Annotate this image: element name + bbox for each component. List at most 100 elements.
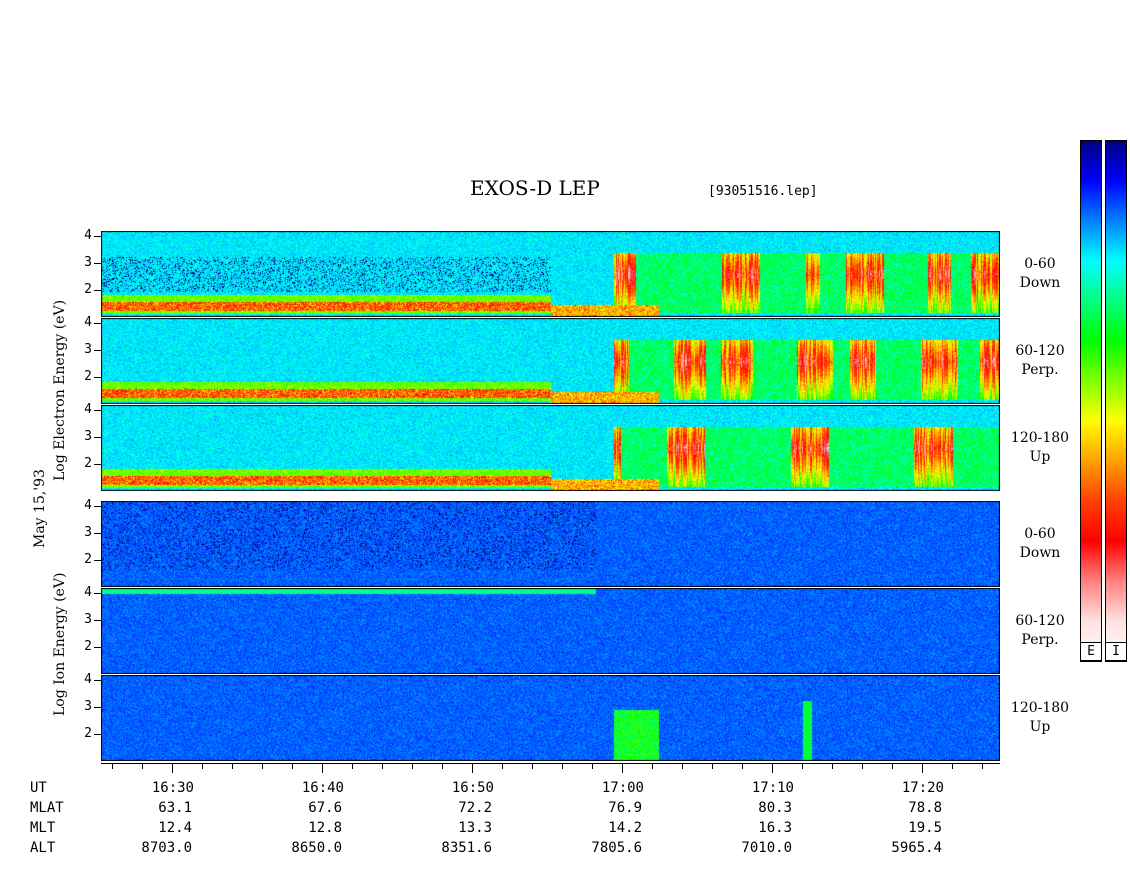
date-label: May 15,'93: [32, 469, 48, 548]
spectrogram-image: [101, 318, 1000, 404]
y-tick-mark: [94, 506, 101, 507]
y-tick-mark: [94, 707, 101, 708]
y-tick-mark: [94, 647, 101, 648]
y-tick-label: 4: [84, 585, 92, 600]
spectrogram-panel-electron-0: [101, 231, 1000, 317]
x-tick-mark: [742, 763, 743, 769]
y-tick-label: 4: [84, 228, 92, 243]
table-cell-mlt: 16.3: [758, 820, 792, 836]
table-cell-ut: 16:40: [301, 780, 344, 796]
x-major-tick: [622, 763, 623, 773]
x-tick-mark: [682, 763, 683, 769]
y-tick-label: 2: [84, 282, 92, 297]
spectrogram-panel-ion-4: [101, 588, 1000, 674]
spectrogram-image: [101, 405, 1000, 491]
x-major-tick: [322, 763, 323, 773]
pitch-angle-text: Up: [1029, 449, 1051, 465]
x-tick-mark: [292, 763, 293, 769]
chart-title: EXOS-D LEP: [470, 176, 600, 200]
y-tick-mark: [94, 437, 101, 438]
table-cell-mlat: 76.9: [608, 800, 642, 816]
y-tick-mark: [94, 290, 101, 291]
y-tick-mark: [94, 350, 101, 351]
x-tick-mark: [202, 763, 203, 769]
table-cell-ut: 16:50: [451, 780, 494, 796]
y-tick-mark: [94, 620, 101, 621]
pitch-angle-text: Up: [1029, 719, 1051, 735]
y-tick-mark: [94, 593, 101, 594]
pitch-angle-text: 60-120: [1015, 613, 1065, 629]
y-tick-label: 2: [84, 639, 92, 654]
table-cell-mlat: 67.6: [308, 800, 342, 816]
row-label-ut: UT: [30, 780, 47, 796]
table-cell-mlat: 80.3: [758, 800, 792, 816]
x-tick-mark: [112, 763, 113, 769]
y-tick-label: 3: [84, 342, 92, 357]
y-tick-mark: [94, 410, 101, 411]
row-label-alt: ALT: [30, 840, 56, 856]
x-tick-mark: [142, 763, 143, 769]
ion-colorbar: [1105, 140, 1127, 662]
pitch-angle-text: Down: [1019, 545, 1061, 561]
y-tick-label: 3: [84, 429, 92, 444]
spectrogram-panel-ion-5: [101, 675, 1000, 761]
pitch-angle-label: 0-60 Down: [1010, 255, 1070, 293]
file-label: [93051516.lep]: [708, 184, 818, 199]
pitch-angle-text: 120-180: [1010, 430, 1070, 446]
x-tick-mark: [712, 763, 713, 769]
pitch-angle-label: 120-180 Up: [1010, 699, 1070, 737]
electron-colorbar: [1080, 140, 1102, 662]
x-tick-mark: [862, 763, 863, 769]
x-tick-mark: [412, 763, 413, 769]
y-tick-mark: [94, 464, 101, 465]
table-cell-mlt: 13.3: [458, 820, 492, 836]
y-tick-label: 2: [84, 369, 92, 384]
x-major-tick: [772, 763, 773, 773]
table-cell-ut: 16:30: [151, 780, 194, 796]
row-label-mlt: MLT: [30, 820, 56, 836]
pitch-angle-label: 120-180 Up: [1010, 429, 1070, 467]
spectrogram-image: [101, 675, 1000, 761]
y-tick-label: 3: [84, 612, 92, 627]
x-axis-line: [101, 763, 1000, 764]
x-major-tick: [472, 763, 473, 773]
y-tick-label: 4: [84, 402, 92, 417]
x-tick-mark: [562, 763, 563, 769]
table-cell-alt: 8351.6: [441, 840, 492, 856]
x-major-tick: [922, 763, 923, 773]
table-cell-alt: 7010.0: [741, 840, 792, 856]
pitch-angle-text: 0-60: [1024, 526, 1056, 542]
spectrogram-image: [101, 501, 1000, 587]
table-cell-alt: 8703.0: [141, 840, 192, 856]
x-tick-mark: [802, 763, 803, 769]
table-cell-ut: 17:00: [601, 780, 644, 796]
table-cell-mlat: 78.8: [908, 800, 942, 816]
table-cell-alt: 5965.4: [891, 840, 942, 856]
pitch-angle-text: Down: [1019, 275, 1061, 291]
y-tick-label: 3: [84, 525, 92, 540]
x-tick-mark: [232, 763, 233, 769]
y-tick-label: 2: [84, 726, 92, 741]
x-tick-mark: [502, 763, 503, 769]
pitch-angle-text: Perp.: [1021, 632, 1059, 648]
ion-colorbar-label: I: [1105, 642, 1127, 661]
table-cell-mlt: 12.4: [158, 820, 192, 836]
x-tick-mark: [352, 763, 353, 769]
pitch-angle-text: Perp.: [1021, 362, 1059, 378]
table-cell-mlt: 14.2: [608, 820, 642, 836]
x-tick-mark: [952, 763, 953, 769]
x-tick-mark: [832, 763, 833, 769]
y-tick-label: 4: [84, 315, 92, 330]
table-cell-ut: 17:10: [751, 780, 794, 796]
table-cell-alt: 7805.6: [591, 840, 642, 856]
y-tick-label: 2: [84, 456, 92, 471]
y-tick-mark: [94, 323, 101, 324]
table-cell-mlat: 72.2: [458, 800, 492, 816]
spectrogram-panel-ion-3: [101, 501, 1000, 587]
x-tick-mark: [982, 763, 983, 769]
x-tick-mark: [592, 763, 593, 769]
spectrogram-panel-electron-2: [101, 405, 1000, 491]
spectrogram-image: [101, 231, 1000, 317]
y-tick-mark: [94, 533, 101, 534]
y-tick-label: 4: [84, 672, 92, 687]
